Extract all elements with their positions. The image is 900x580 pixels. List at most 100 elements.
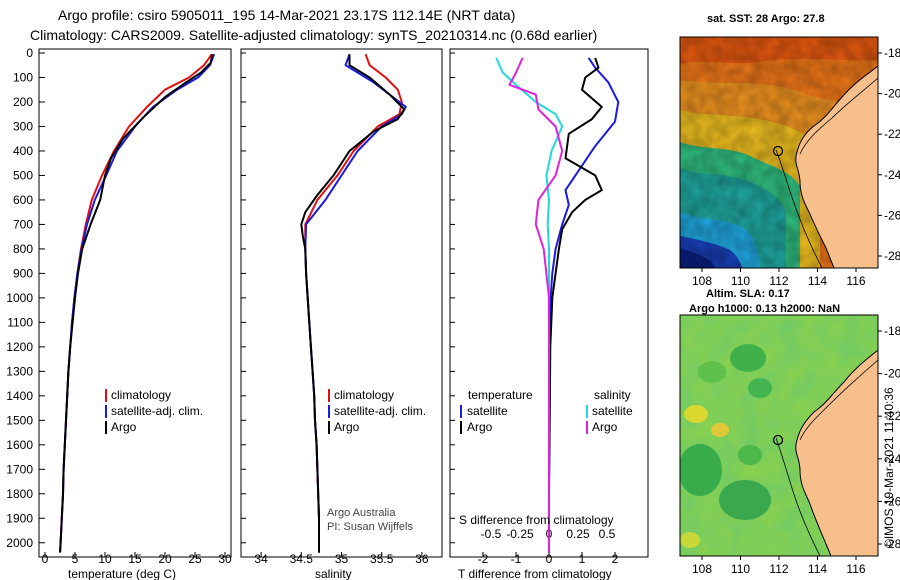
salinity-panel: 34 34.5 35 35.5 36 salinity climatology sate… [240, 48, 443, 580]
depth-tick-label: 1600 [6, 438, 33, 452]
sla-map: Altim. SLA: 0.17 Argo h1000: 0.13 h2000:… [679, 288, 900, 576]
credit-line-2: PI: Susan Wijffels [327, 521, 413, 533]
lat-tick-label: -22 [884, 127, 900, 141]
temperature-series [59, 53, 216, 553]
depth-tick-label: 100 [13, 70, 33, 84]
depth-tick-label: 400 [13, 144, 33, 158]
x-tick-label: 34.5 [290, 552, 314, 566]
lon-tick-label: 108 [692, 562, 712, 576]
sla-map-ticks: -18 -20 -22 -24 -26 -28 108 110 112 114 116 [692, 324, 900, 576]
sla-argo-location [772, 434, 784, 446]
legend-climatology-label: climatology [334, 388, 394, 402]
lat-tick-label: -24 [884, 168, 900, 182]
lon-tick-label: 112 [769, 562, 788, 576]
x-tick-label: 10 [98, 552, 112, 566]
difference-series [495, 57, 620, 553]
legend-t-argo-label: Argo [467, 420, 493, 434]
depth-tick-label: 700 [13, 217, 33, 231]
x-tick-label: 5 [72, 552, 79, 566]
lat-tick-label: -22 [884, 409, 900, 423]
sla-high-2 [711, 423, 729, 437]
lon-tick-label: 110 [731, 562, 750, 576]
x-tick-label: 35.5 [370, 552, 394, 566]
sla-land [795, 349, 878, 556]
tdiff-x-ticks: -2 -1 0 1 2 [478, 552, 619, 566]
sst-map-image [680, 37, 878, 268]
depth-tick-label: 1400 [6, 389, 33, 403]
lon-tick-label: 116 [846, 562, 865, 576]
salinity-legend: climatology satellite-adj. clim. Argo [328, 388, 426, 434]
series-line-t-argo [548, 57, 603, 553]
depth-tick-label: 1100 [7, 315, 33, 329]
sla-high-1 [684, 405, 708, 423]
legend-satellite-label: satellite-adj. clim. [334, 404, 426, 418]
sla-low-2 [748, 378, 772, 398]
temperature-axis-label: temperature (deg C) [68, 567, 176, 580]
x-tick-label: 0 [546, 552, 553, 566]
depth-tick-label: 1300 [6, 364, 33, 378]
salinity-panel-frame [240, 48, 443, 558]
difference-panel: -2 -1 0 1 2 -0.5 -0.25 0 0.25 0.5 T difference f… [449, 48, 649, 580]
credit-line-1: Argo Australia [327, 507, 396, 519]
sla-map-title-line2: Argo h1000: 0.13 h2000: NaN [689, 303, 840, 315]
depth-tick-label: 1000 [6, 291, 33, 305]
legend-temperature-title: temperature [468, 388, 533, 402]
depth-tick-label: 2000 [6, 536, 33, 550]
depth-tick-label: 800 [13, 242, 33, 256]
sdiff-tick-label: -0.25 [506, 527, 534, 541]
lon-tick-label: 116 [846, 274, 865, 288]
depth-tick-label: 1900 [6, 511, 33, 525]
temperature-panel-frame [38, 48, 232, 558]
lat-tick-label: -18 [884, 46, 900, 60]
sla-high-3 [680, 532, 700, 548]
legend-satellite-label: satellite-adj. clim. [111, 404, 203, 418]
figure-title-line2: Climatology: CARS2009. Satellite-adjuste… [30, 27, 597, 43]
salinity-axis-label: salinity [315, 567, 352, 580]
legend-t-satellite-label: satellite [467, 404, 508, 418]
lat-tick-label: -20 [884, 367, 900, 381]
tdiff-axis-label: T difference from climatology [458, 567, 612, 580]
salinity-series [300, 53, 407, 553]
sla-map-title-line1: Altim. SLA: 0.17 [706, 288, 790, 300]
depth-axis-ticks: 0 100 200 300 400 500 600 700 800 900 1000 1100 1200… [6, 46, 45, 550]
difference-y-minor-ticks [450, 52, 455, 544]
salinity-x-ticks: 34 34.5 35 35.5 36 [254, 552, 429, 566]
x-tick-label: 2 [612, 552, 619, 566]
depth-tick-label: 1200 [6, 340, 33, 354]
sst-land [795, 65, 878, 268]
legend-s-satellite-label: satellite [592, 404, 633, 418]
lat-tick-label: -26 [884, 208, 900, 222]
lon-tick-label: 112 [769, 274, 788, 288]
x-tick-label: -2 [478, 552, 489, 566]
sdiff-tick-label: -0.5 [481, 527, 502, 541]
figure-title-line1: Argo profile: csiro 5905011_195 14-Mar-2… [58, 7, 515, 23]
series-line-argo [59, 53, 214, 553]
x-tick-label: 35 [335, 552, 349, 566]
depth-tick-label: 300 [13, 119, 33, 133]
depth-tick-label: 0 [26, 46, 33, 60]
sst-argo-location [772, 145, 784, 157]
x-tick-label: 34 [254, 552, 268, 566]
x-tick-label: 1 [579, 552, 586, 566]
legend-salinity-title: salinity [594, 388, 631, 402]
temperature-panel: 0100200300400500600700800900100011001200… [6, 46, 232, 580]
sla-isobath [775, 359, 878, 556]
sla-low-6 [738, 445, 762, 465]
x-tick-label: 20 [158, 552, 172, 566]
depth-tick-label: 1500 [6, 413, 33, 427]
depth-tick-label: 500 [13, 168, 33, 182]
x-tick-label: 30 [218, 552, 232, 566]
depth-tick-label: 1700 [6, 462, 33, 476]
x-tick-label: -1 [511, 552, 522, 566]
lat-tick-label: -24 [884, 452, 900, 466]
salinity-y-minor-ticks [241, 52, 246, 544]
lat-tick-label: -28 [884, 537, 900, 551]
series-line-argo [300, 54, 406, 553]
x-tick-label: 15 [128, 552, 142, 566]
legend-argo-label: Argo [111, 420, 137, 434]
sla-low-5 [719, 480, 771, 520]
sst-isobath [775, 77, 878, 268]
sst-map-title: sat. SST: 28 Argo: 27.8 [707, 13, 825, 25]
sla-map-image [680, 315, 878, 556]
sla-low-4 [680, 444, 722, 496]
